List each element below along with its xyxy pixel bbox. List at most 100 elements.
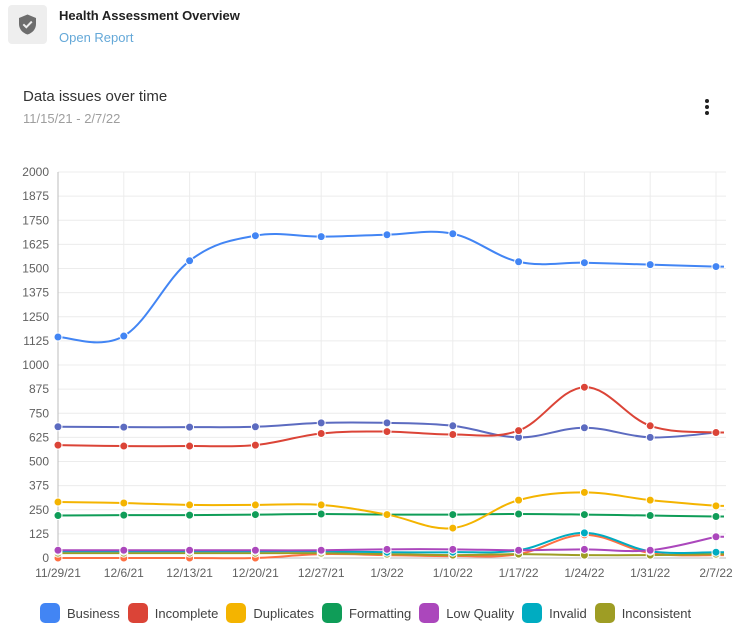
more-vert-icon[interactable] [697, 96, 717, 118]
data-point [645, 432, 655, 442]
y-tick-label: 1625 [22, 237, 49, 251]
data-point [448, 429, 458, 439]
series-business [53, 229, 724, 344]
legend-label: Duplicates [253, 605, 315, 621]
x-tick-label: 2/7/22 [699, 566, 733, 580]
data-point [382, 544, 392, 554]
series-low-quality [53, 532, 724, 555]
data-point [711, 501, 721, 511]
chart-title: Data issues over time [23, 88, 168, 105]
data-point [448, 523, 458, 533]
legend-label: Inconsistent [621, 605, 692, 621]
legend-swatch [419, 603, 440, 623]
data-point [53, 497, 63, 507]
y-tick-label: 750 [29, 406, 49, 420]
report-title: Health Assessment Overview [59, 8, 240, 23]
series-line-duplicates [57, 491, 724, 530]
y-tick-label: 1875 [22, 189, 49, 203]
y-tick-label: 250 [29, 503, 49, 517]
y-tick-label: 0 [42, 551, 49, 565]
data-point [185, 510, 195, 520]
report-header: Health Assessment Overview Open Report [8, 5, 745, 53]
data-point [185, 256, 195, 266]
data-point [53, 545, 63, 555]
data-point [579, 382, 589, 392]
legend-swatch [322, 603, 343, 623]
data-point [119, 331, 129, 341]
data-point [514, 257, 524, 267]
data-point [53, 440, 63, 450]
series-series-7 [53, 418, 724, 442]
data-point [316, 509, 326, 519]
data-point [579, 510, 589, 520]
data-point [711, 262, 721, 272]
data-point [250, 231, 260, 241]
y-tick-label: 1500 [22, 262, 49, 276]
legend-item-low-quality[interactable]: Low Quality [419, 603, 514, 623]
data-point [250, 510, 260, 520]
data-point [514, 426, 524, 436]
data-point [711, 532, 721, 542]
data-point [382, 427, 392, 437]
legend-item-business[interactable]: Business [40, 603, 120, 623]
series-line-business [57, 230, 724, 344]
x-tick-label: 1/10/22 [433, 566, 473, 580]
data-point [579, 528, 589, 538]
x-tick-label: 11/29/21 [35, 566, 81, 580]
data-point [711, 512, 721, 522]
data-point [645, 260, 655, 270]
data-point [250, 422, 260, 432]
legend-item-duplicates[interactable]: Duplicates [226, 603, 314, 623]
data-point [645, 495, 655, 505]
legend-swatch [40, 603, 60, 623]
y-tick-label: 1750 [22, 213, 49, 227]
data-point [119, 545, 129, 555]
data-point [119, 510, 129, 520]
shield-check-icon [19, 14, 36, 35]
legend-label: Business [67, 605, 120, 621]
legend-label: Formatting [349, 605, 412, 621]
y-tick-label: 500 [29, 455, 49, 469]
report-icon-box [8, 5, 47, 44]
data-point [448, 544, 458, 554]
data-point [119, 441, 129, 451]
series-incomplete [53, 382, 724, 451]
data-point [514, 495, 524, 505]
legend-label: Incomplete [154, 605, 219, 621]
legend-swatch [594, 603, 615, 623]
data-point [185, 422, 195, 432]
data-point [316, 232, 326, 242]
data-point [579, 258, 589, 268]
x-tick-label: 12/20/21 [232, 566, 279, 580]
legend-item-invalid[interactable]: Invalid [522, 603, 587, 623]
y-tick-label: 1375 [22, 286, 49, 300]
data-point [119, 498, 129, 508]
data-point [514, 509, 524, 519]
y-tick-label: 1125 [23, 334, 49, 348]
data-point [579, 423, 589, 433]
data-point [579, 544, 589, 554]
chart-date-range: 11/15/21 - 2/7/22 [23, 111, 121, 126]
data-point [316, 429, 326, 439]
data-point [185, 545, 195, 555]
y-tick-label: 125 [29, 527, 49, 541]
legend-swatch [226, 603, 247, 623]
data-point [53, 422, 63, 432]
legend-item-incomplete[interactable]: Incomplete [127, 603, 219, 623]
data-point [711, 547, 721, 557]
y-tick-label: 875 [29, 382, 49, 396]
open-report-link[interactable]: Open Report [59, 30, 134, 45]
legend-item-formatting[interactable]: Formatting [322, 603, 411, 623]
y-tick-label: 625 [29, 430, 49, 444]
x-tick-label: 12/13/21 [166, 566, 213, 580]
y-tick-label: 2000 [22, 165, 49, 179]
data-point [250, 500, 260, 510]
data-point [316, 500, 326, 510]
legend-item-inconsistent[interactable]: Inconsistent [594, 603, 692, 623]
data-point [53, 332, 63, 342]
data-point [382, 230, 392, 240]
x-tick-label: 1/24/22 [564, 566, 604, 580]
x-tick-label: 12/6/21 [104, 566, 144, 580]
line-chart: 0 125 250 375 500 625 750 875 1000 1125 1250 1375 15… [22, 165, 733, 580]
data-point [645, 545, 655, 555]
